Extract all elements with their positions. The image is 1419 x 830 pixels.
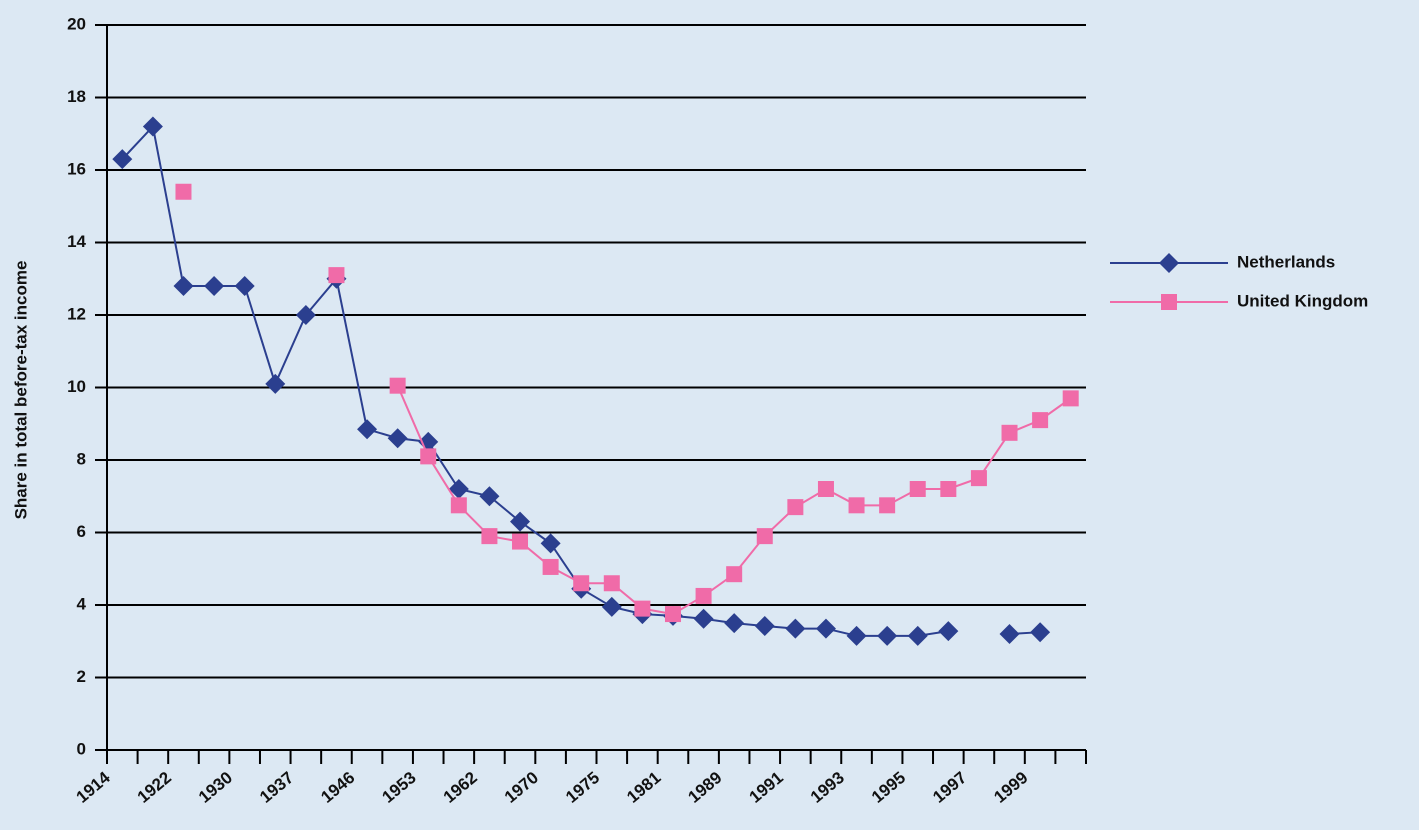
- data-point: [603, 575, 620, 592]
- data-point: [481, 528, 498, 545]
- data-point: [420, 448, 437, 465]
- data-point: [815, 618, 836, 639]
- y-tick-label: 0: [77, 739, 86, 758]
- data-point: [479, 486, 500, 507]
- y-tick-label: 2: [77, 667, 86, 686]
- data-point: [173, 276, 194, 296]
- data-point: [204, 276, 225, 296]
- data-point: [601, 596, 622, 617]
- data-point: [726, 566, 743, 583]
- data-point: [848, 497, 865, 514]
- data-point: [909, 481, 926, 497]
- y-tick-label: 6: [77, 522, 86, 541]
- data-point: [846, 625, 867, 646]
- data-point: [142, 116, 163, 137]
- y-tick-label: 12: [67, 304, 86, 323]
- data-point: [448, 479, 469, 499]
- data-point: [940, 481, 957, 497]
- data-point: [387, 428, 408, 449]
- data-point: [785, 618, 806, 639]
- data-point: [510, 511, 531, 532]
- data-point: [1030, 622, 1051, 643]
- data-point: [389, 377, 406, 394]
- data-point: [512, 533, 529, 550]
- legend-label: United Kingdom: [1237, 291, 1368, 310]
- data-point: [328, 267, 345, 284]
- data-point: [938, 621, 959, 642]
- data-point: [1032, 412, 1049, 429]
- data-point: [1001, 424, 1018, 441]
- data-point: [754, 616, 775, 637]
- data-point: [234, 276, 255, 296]
- data-point: [450, 497, 467, 514]
- data-point: [265, 373, 286, 394]
- y-tick-label: 20: [67, 14, 86, 33]
- data-point: [756, 528, 773, 545]
- data-point: [1161, 294, 1177, 310]
- data-point: [112, 149, 133, 170]
- data-point: [877, 625, 898, 646]
- y-tick-label: 8: [77, 449, 86, 468]
- data-point: [695, 587, 712, 604]
- data-point: [1159, 253, 1179, 273]
- data-point: [540, 533, 561, 554]
- data-point: [693, 608, 714, 629]
- data-point: [879, 497, 896, 514]
- legend-label: Netherlands: [1237, 252, 1335, 271]
- data-point: [573, 575, 590, 592]
- y-tick-label: 18: [67, 87, 86, 106]
- data-point: [999, 624, 1020, 644]
- data-point: [295, 305, 316, 325]
- data-point: [970, 470, 987, 487]
- data-point: [664, 606, 681, 623]
- y-tick-label: 10: [67, 377, 86, 396]
- y-tick-label: 4: [77, 594, 87, 613]
- data-point: [907, 625, 928, 646]
- data-point: [724, 613, 745, 634]
- data-point: [175, 183, 192, 200]
- data-point: [817, 481, 834, 497]
- data-point: [634, 600, 651, 617]
- y-axis-label: Share in total before-tax income: [11, 261, 30, 520]
- y-tick-label: 16: [67, 159, 86, 178]
- y-tick-label: 14: [67, 232, 86, 251]
- data-point: [787, 499, 804, 516]
- data-point: [357, 419, 378, 440]
- data-point: [542, 558, 559, 575]
- data-point: [1062, 390, 1079, 407]
